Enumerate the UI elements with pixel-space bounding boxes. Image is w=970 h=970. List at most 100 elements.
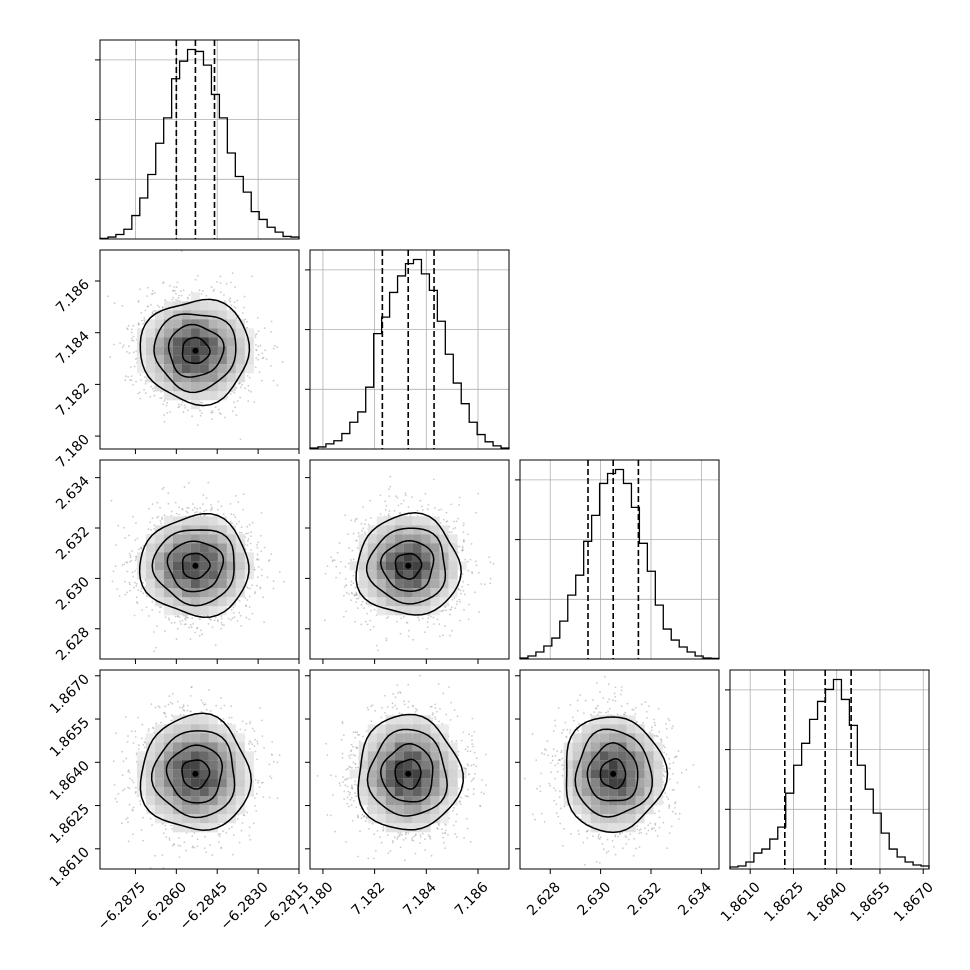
density-cell — [235, 787, 245, 797]
panel-frame — [519, 459, 720, 660]
density-cell — [136, 751, 146, 761]
density-cell — [199, 543, 209, 553]
density-cell — [172, 552, 182, 562]
density-cell — [172, 814, 182, 824]
density-cell — [145, 742, 155, 752]
density-cell — [226, 742, 236, 752]
density-cell — [421, 597, 431, 607]
density-cell — [412, 760, 422, 770]
density-cell — [653, 769, 663, 779]
density-cell — [448, 579, 458, 589]
panel-frame — [309, 459, 510, 660]
density-cell — [172, 319, 182, 329]
density-cell — [403, 516, 413, 526]
density-cell — [217, 787, 227, 797]
density-cell — [635, 751, 645, 761]
density-cell — [226, 337, 236, 347]
density-cell — [172, 543, 182, 553]
ytick-label-2-3: 2.634 — [53, 473, 93, 513]
density-cell — [199, 328, 209, 338]
density-cell — [394, 742, 404, 752]
density-cell — [172, 733, 182, 743]
density-cell — [430, 742, 440, 752]
density-cell — [163, 724, 173, 734]
density-cell — [208, 805, 218, 815]
density-cell — [226, 552, 236, 562]
density-cell — [635, 733, 645, 743]
density-cell — [235, 742, 245, 752]
density-cell — [439, 552, 449, 562]
density-cell — [145, 769, 155, 779]
density-cell — [376, 760, 386, 770]
density-cell — [163, 787, 173, 797]
density-cell — [154, 346, 164, 356]
density-cell — [163, 769, 173, 779]
density-cell — [190, 751, 200, 761]
density-cell — [199, 814, 209, 824]
density-cell — [190, 391, 200, 401]
density-cell — [208, 588, 218, 598]
density-cell — [163, 516, 173, 526]
density-cell — [448, 751, 458, 761]
density-cell — [181, 579, 191, 589]
density-cell — [145, 364, 155, 374]
density-cell — [181, 373, 191, 383]
density-cell — [208, 597, 218, 607]
density-cell — [181, 588, 191, 598]
density-cell — [448, 534, 458, 544]
density-cell — [376, 543, 386, 553]
contour-1.5sigma — [153, 313, 237, 394]
density-cell — [590, 724, 600, 734]
density-cell — [217, 328, 227, 338]
density-cell — [235, 760, 245, 770]
density-cell — [172, 355, 182, 365]
density-cell — [199, 561, 209, 571]
density-cell — [136, 346, 146, 356]
density-cell — [172, 391, 182, 401]
density-cell — [145, 534, 155, 544]
density-cell — [394, 805, 404, 815]
scatter-panel-3-0 — [95, 669, 300, 874]
density-cell — [385, 733, 395, 743]
density-cell — [394, 769, 404, 779]
density-cell — [181, 301, 191, 311]
density-cell — [190, 543, 200, 553]
density-cell — [608, 742, 618, 752]
density-cell — [626, 805, 636, 815]
contour-0.5sigma — [181, 552, 211, 580]
xtick-label-1-2: 7.184 — [400, 879, 440, 919]
density-cell — [190, 355, 200, 365]
density-cell — [439, 534, 449, 544]
density-cell — [181, 355, 191, 365]
density-cell — [199, 534, 209, 544]
density-cell — [421, 823, 431, 833]
density-cell — [208, 760, 218, 770]
density-cell — [439, 805, 449, 815]
density-cell — [439, 525, 449, 535]
density-cell — [145, 778, 155, 788]
density-cell — [385, 534, 395, 544]
contour-1sigma — [166, 540, 225, 593]
density-cell — [367, 552, 377, 562]
density-cell — [163, 742, 173, 752]
density-cell — [217, 588, 227, 598]
density-cell — [145, 561, 155, 571]
density-cell — [163, 733, 173, 743]
density-cell — [208, 373, 218, 383]
density-cell — [154, 328, 164, 338]
density-cell — [136, 760, 146, 770]
ytick-label-1-0: 7.180 — [53, 432, 93, 472]
density-cell — [412, 597, 422, 607]
density-cell — [208, 346, 218, 356]
density-cell — [590, 787, 600, 797]
density-cell — [358, 570, 368, 580]
density-cell — [394, 796, 404, 806]
density-cell — [190, 724, 200, 734]
density-cell — [145, 552, 155, 562]
density-cell — [358, 561, 368, 571]
density-cell — [617, 751, 627, 761]
xtick-label-3-2: 1.8640 — [804, 879, 850, 925]
density-cell — [626, 796, 636, 806]
density-cell — [208, 606, 218, 616]
density-cell — [572, 796, 582, 806]
